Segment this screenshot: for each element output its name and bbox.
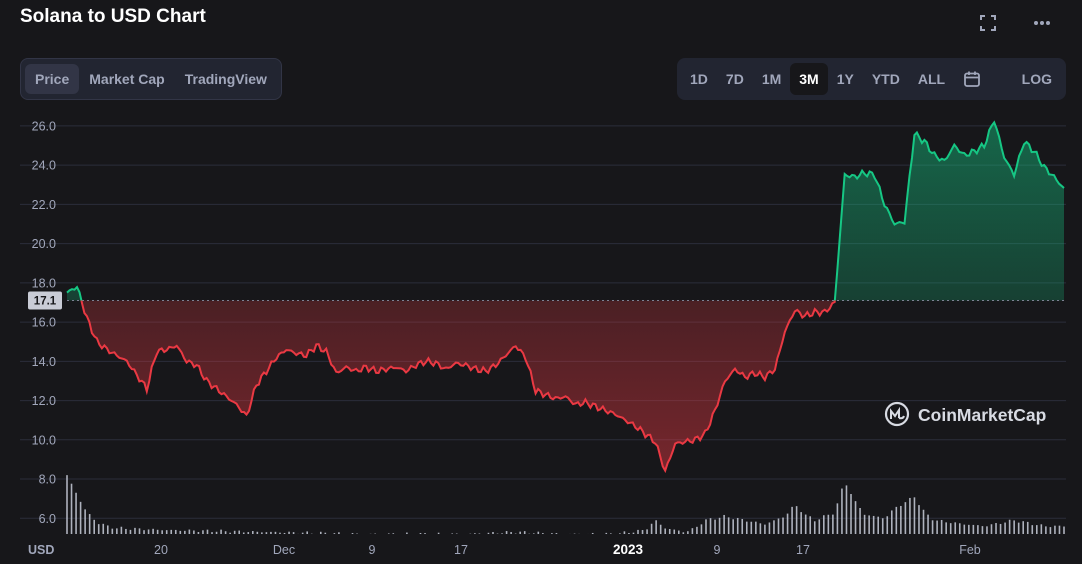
range-all[interactable]: ALL	[917, 71, 946, 87]
y-tick-label: 8.0	[39, 473, 56, 487]
log-scale-toggle[interactable]: LOG	[1021, 71, 1052, 87]
y-tick-label: 22.0	[32, 198, 56, 212]
y-tick-label: 16.0	[32, 316, 56, 330]
price-area-above	[67, 122, 1064, 301]
y-tick-label: 18.0	[32, 276, 56, 290]
calendar-icon[interactable]	[954, 63, 990, 95]
coinmarketcap-logo-icon	[884, 401, 910, 427]
y-tick-label: 24.0	[32, 159, 56, 173]
x-tick-label: 9	[369, 543, 376, 557]
price-line-down	[80, 300, 836, 474]
tab-market-cap[interactable]: Market Cap	[89, 71, 165, 87]
range-1m[interactable]: 1M	[761, 71, 782, 87]
range-1d[interactable]: 1D	[690, 71, 708, 87]
tab-price[interactable]: Price	[25, 64, 80, 94]
baseline-tag-box	[28, 291, 62, 310]
watermark-text: CoinMarketCap	[918, 405, 1046, 425]
range-1y[interactable]: 1Y	[836, 71, 854, 87]
y-axis: 26.0 24.0 22.0 20.0 18.0 16.0 14.0 12.0 10.0 8.0 6…	[28, 119, 56, 557]
price-area-below	[67, 300, 1064, 471]
more-icon[interactable]	[1031, 12, 1053, 34]
y-tick-label: 20.0	[32, 237, 56, 251]
y-tick-label: 6.0	[39, 512, 56, 526]
range-ytd[interactable]: YTD	[871, 71, 900, 87]
range-7d[interactable]: 7D	[725, 71, 744, 87]
x-tick-label: 17	[454, 543, 468, 557]
y-tick-label: 26.0	[32, 119, 56, 133]
volume-bars	[66, 475, 1065, 534]
price-line-up	[66, 120, 1065, 301]
fullscreen-icon[interactable]	[977, 12, 999, 34]
tab-tradingview[interactable]: TradingView	[184, 71, 267, 87]
page-title: Solana to USD Chart	[20, 6, 206, 27]
price-line	[66, 120, 1065, 474]
time-range-selector: 1D 7D 1M 3M 1Y YTD ALL LOG	[677, 58, 1066, 100]
y-tick-label: 14.0	[32, 355, 56, 369]
x-tick-label: 17	[796, 543, 810, 557]
x-tick-label: Dec	[273, 543, 295, 557]
x-axis: 20 Dec 9 17 2023 9 17 Feb	[154, 542, 981, 557]
currency-label: USD	[28, 543, 54, 557]
y-tick-label: 12.0	[32, 394, 56, 408]
range-3m[interactable]: 3M	[790, 63, 828, 95]
x-tick-label: 9	[714, 543, 721, 557]
coinmarketcap-watermark: CoinMarketCap	[884, 401, 1046, 427]
y-tick-label: 10.0	[32, 433, 56, 447]
x-tick-label: 20	[154, 543, 168, 557]
price-area	[67, 122, 1064, 471]
baseline-tag-label: 17.1	[34, 295, 57, 307]
x-tick-label: Feb	[959, 543, 981, 557]
x-tick-label: 2023	[613, 542, 644, 557]
chart-type-tabs: Price Market Cap TradingView	[20, 58, 282, 100]
baseline-price-tag: 17.1	[28, 291, 62, 310]
